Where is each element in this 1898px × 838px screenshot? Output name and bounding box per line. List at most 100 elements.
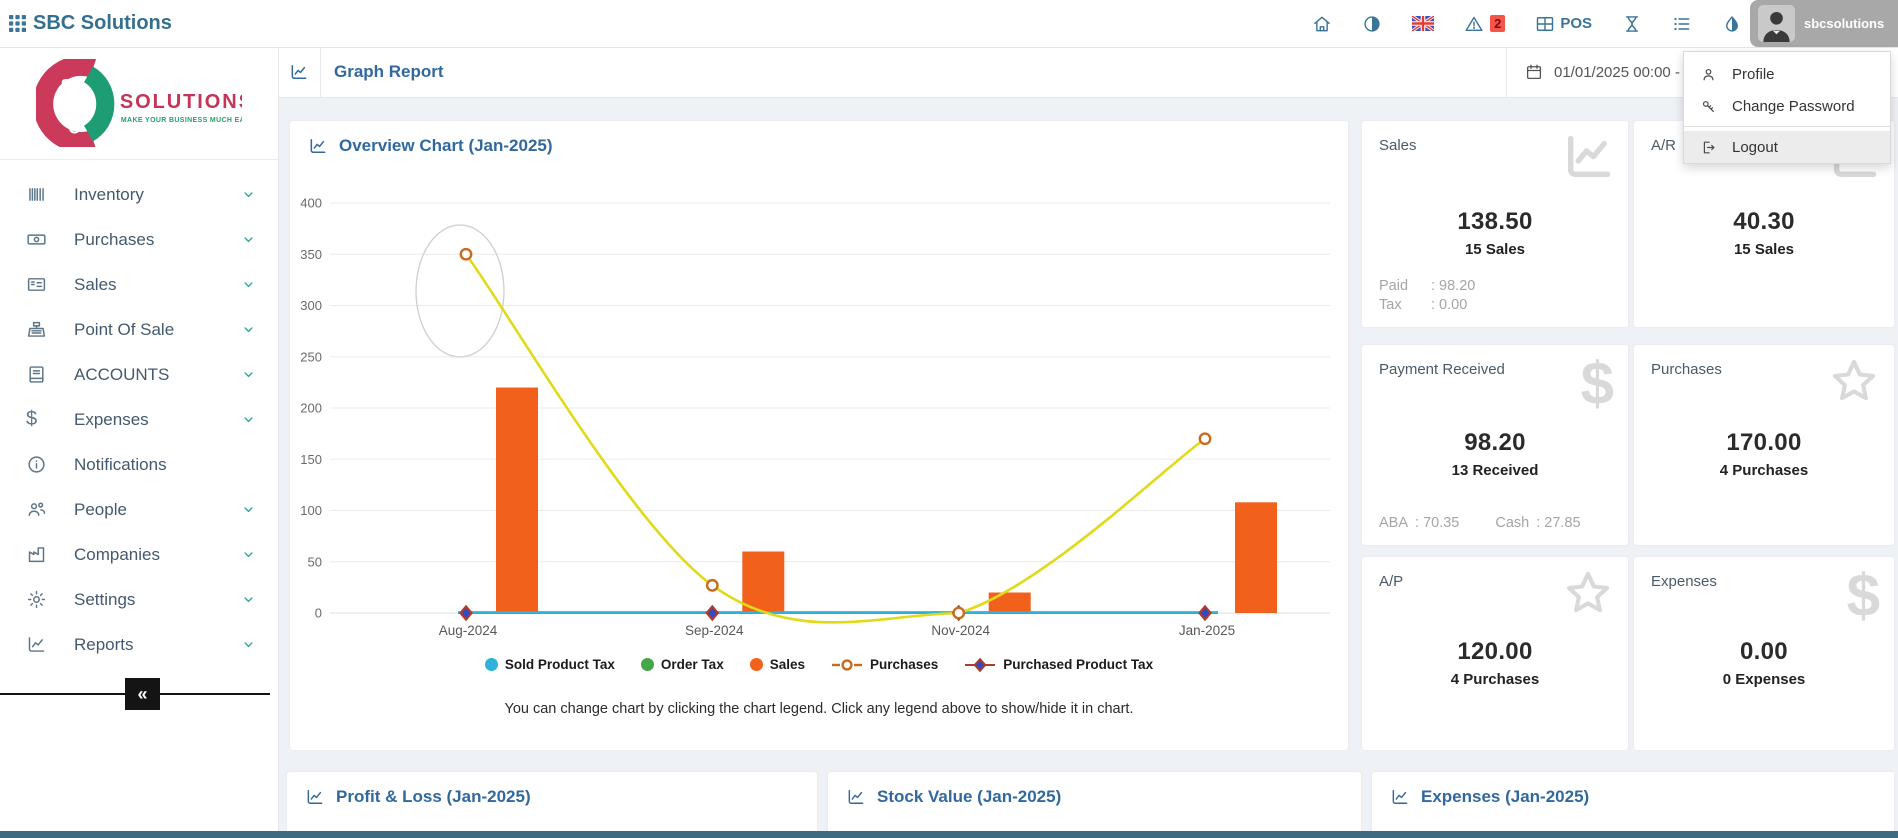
svg-text:200: 200 [300, 401, 322, 416]
svg-text:0: 0 [315, 606, 322, 621]
chart-icon [846, 787, 866, 807]
chart-icon [26, 634, 48, 655]
language-flag-button[interactable] [1412, 16, 1435, 31]
sidebar-item-label: Purchases [74, 229, 155, 249]
company-icon [26, 544, 48, 565]
bottom-card-head: Expenses (Jan-2025) [1372, 772, 1894, 822]
stat-card-value: 0.00 [1740, 638, 1788, 666]
stat-card-subtitle: 15 Sales [1733, 240, 1795, 258]
bottom-card-title: Profit & Loss (Jan-2025) [336, 787, 531, 806]
bottom-card-title: Expenses (Jan-2025) [1421, 787, 1590, 806]
stat-card-details: ABA : 70.35 Cash: 27.85 [1379, 515, 1614, 531]
sidebar-item-label: Point Of Sale [74, 319, 175, 339]
detail-value: : 70.35 [1415, 515, 1460, 531]
legend-item-purchased-product-tax[interactable]: Purchased Product Tax [964, 657, 1153, 672]
svg-text:50: 50 [308, 554, 322, 569]
pos-icon [1535, 14, 1555, 34]
bottom-card-head: Profit & Loss (Jan-2025) [287, 772, 817, 822]
sidebar-item-people[interactable]: People [0, 487, 278, 532]
legend-item-order-tax[interactable]: Order Tax [640, 657, 724, 672]
chevron-down-icon [241, 367, 256, 382]
legend-item-purchases[interactable]: Purchases [831, 657, 938, 672]
svg-text:B: B [84, 97, 96, 115]
apps-grid-icon [9, 15, 26, 32]
stat-card-value-group: 170.00 4 Purchases [1634, 429, 1894, 479]
list-button[interactable] [1672, 14, 1692, 34]
info-icon [26, 454, 48, 475]
calendar-icon [1525, 63, 1543, 81]
legend-label: Sales [769, 657, 805, 672]
stat-card-purchases: Purchases 170.00 4 Purchases [1634, 345, 1894, 545]
stat-card-value-group: 0.00 0 Expenses [1634, 638, 1894, 688]
sidebar-item-settings[interactable]: Settings [0, 577, 278, 622]
brand[interactable]: SBC Solutions [9, 0, 172, 47]
hourglass-button[interactable] [1622, 14, 1642, 34]
overview-chart-title: Overview Chart (Jan-2025) [339, 136, 553, 155]
dollar-icon: $ [1580, 350, 1614, 417]
stat-card-subtitle: 4 Purchases [1719, 462, 1809, 479]
chevron-down-icon [241, 502, 256, 517]
stat-card-details: Paid: 98.20 Tax: 0.00 [1379, 278, 1614, 313]
bottom-card-head: Stock Value (Jan-2025) [828, 772, 1361, 822]
user-menu-item-profile[interactable]: Profile [1684, 58, 1890, 90]
detail-cash: Cash: 27.85 [1495, 515, 1580, 531]
legend-label: Order Tax [660, 657, 724, 672]
bottom-card-title: Stock Value (Jan-2025) [877, 787, 1062, 806]
user-menu-item-logout[interactable]: Logout [1684, 131, 1890, 163]
pos-button[interactable]: POS [1535, 14, 1592, 34]
stat-card-value-group: 40.30 15 Sales [1634, 208, 1894, 258]
key-icon [1700, 98, 1717, 115]
sidebar-item-purchases[interactable]: Purchases [0, 217, 278, 262]
user-dropdown-menu: Profile Change Password Logout [1683, 51, 1891, 164]
legend-marker-dot [484, 658, 498, 671]
main-area: Graph Report 01/01/2025 00:00 - 2 Overvi… [278, 47, 1898, 838]
user-menu-button[interactable]: sbcsolutions [1750, 0, 1898, 47]
legend-marker-diamond [964, 657, 996, 672]
sidebar-item-label: Settings [74, 589, 136, 609]
sidebar-collapse-button[interactable]: « [125, 678, 160, 710]
sidebar-item-point-of-sale[interactable]: Point Of Sale [0, 307, 278, 352]
sidebar-item-companies[interactable]: Companies [0, 532, 278, 577]
avatar [1758, 5, 1795, 42]
dollar-icon: $ [26, 408, 38, 430]
sidebar-item-notifications[interactable]: Notifications [0, 442, 278, 487]
chevron-down-icon [241, 592, 256, 607]
contrast-button[interactable] [1362, 14, 1382, 34]
company-logo: S B C SOLUTIONS MAKE YOUR BUSINESS MUCH … [0, 47, 278, 160]
chart-icon [278, 47, 321, 97]
stat-card-sales: Sales 138.50 15 Sales Paid: 98.20 Tax: 0.00 [1362, 121, 1628, 327]
alerts-button[interactable]: 2 [1464, 14, 1506, 34]
barcode-icon [26, 184, 48, 205]
chart-icon [305, 787, 325, 807]
page-title: Graph Report [334, 62, 444, 81]
stat-card-value: 120.00 [1457, 638, 1533, 666]
stat-card-value: 138.50 [1457, 207, 1533, 235]
chevron-down-icon [241, 637, 256, 652]
date-range-picker[interactable]: 01/01/2025 00:00 - 2 [1506, 47, 1898, 97]
sidebar-item-label: Inventory [74, 184, 144, 204]
sidebar-item-label: Companies [74, 544, 160, 564]
sidebar-item-inventory[interactable]: Inventory [0, 172, 278, 217]
sidebar-item-reports[interactable]: Reports [0, 622, 278, 667]
user-menu-item-change-password[interactable]: Change Password [1684, 90, 1890, 122]
sidebar-item-accounts[interactable]: ACCOUNTS [0, 352, 278, 397]
sidebar-item-expenses[interactable]: $ Expenses [0, 397, 278, 442]
clear-cache-icon [1722, 14, 1742, 34]
legend-label: Purchased Product Tax [1003, 657, 1154, 672]
legend-item-sold-product-tax[interactable]: Sold Product Tax [484, 657, 615, 672]
bottom-scrollbar[interactable] [0, 831, 1898, 838]
stat-card-a-p: A/P 120.00 4 Purchases [1362, 557, 1628, 750]
list-icon [1672, 14, 1692, 34]
sidebar-item-sales[interactable]: Sales [0, 262, 278, 307]
sidebar-item-label: ACCOUNTS [74, 364, 170, 384]
bottom-card-stock-value-jan-2025: Stock Value (Jan-2025) [828, 772, 1361, 838]
clear-cache-button[interactable] [1722, 14, 1742, 34]
legend-item-sales[interactable]: Sales [749, 657, 805, 672]
stat-card-value: 98.20 [1464, 429, 1526, 456]
home-button[interactable] [1312, 14, 1332, 34]
detail-label: ABA [1379, 515, 1409, 531]
sidebar-item-label: People [74, 499, 127, 519]
stat-card-title: Purchases [1651, 361, 1722, 378]
stat-card-value: 170.00 [1726, 429, 1802, 456]
